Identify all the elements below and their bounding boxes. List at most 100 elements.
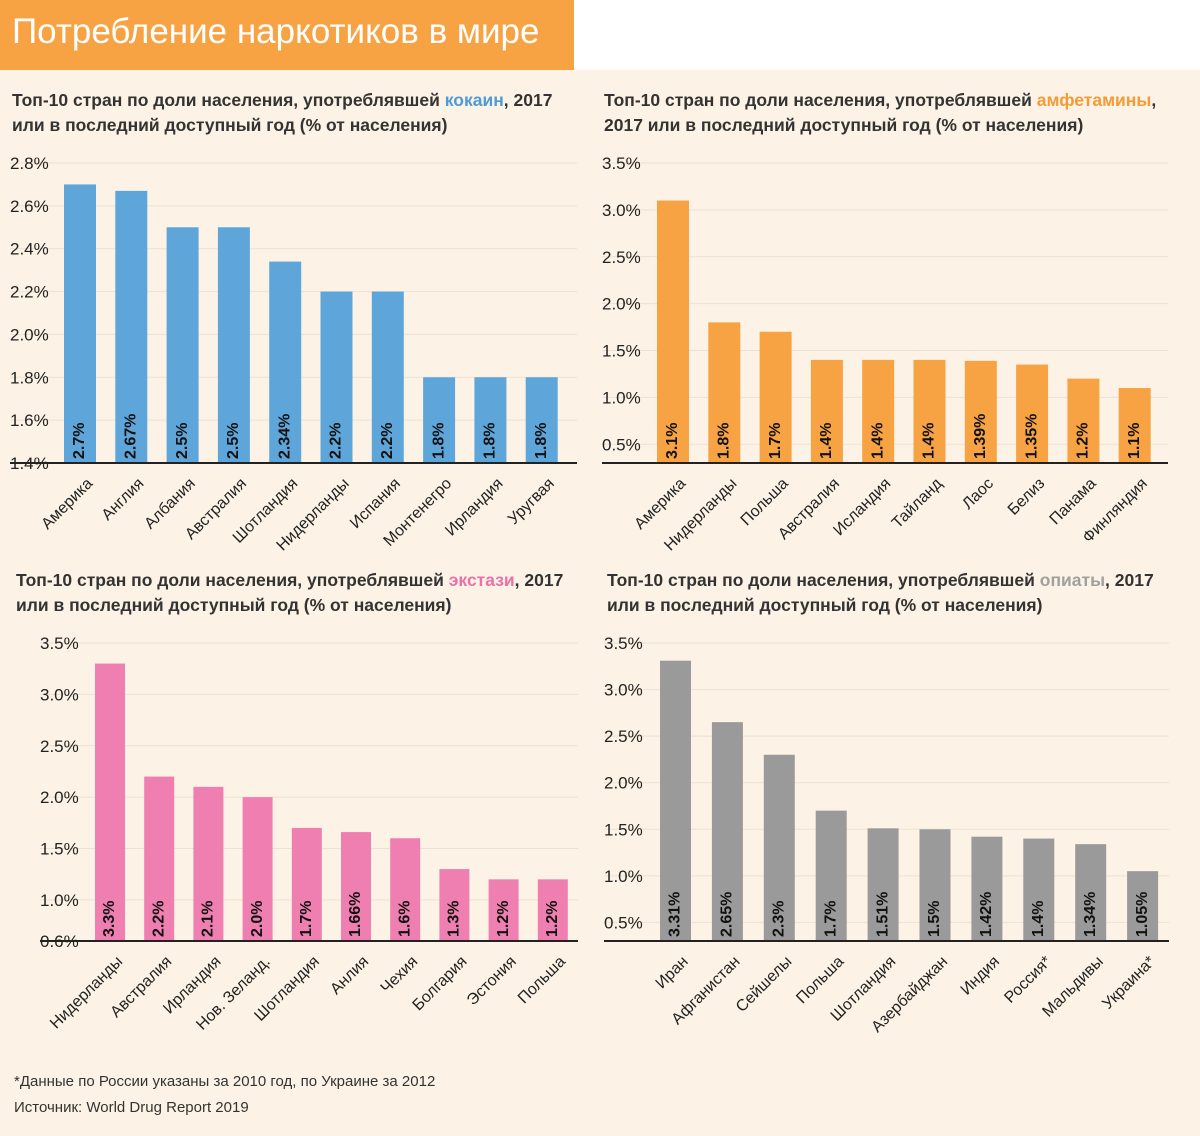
x-category-label: Нидерланды [47, 953, 126, 1032]
bar [708, 322, 741, 463]
y-tick-label: 3.5% [604, 634, 643, 653]
panel-title-prefix: Топ-10 стран по доли населения, употребл… [16, 570, 449, 590]
x-category-label: Эстония [464, 953, 520, 1009]
bar-value-label: 2.65% [719, 892, 736, 937]
bar [867, 828, 899, 941]
y-tick-label: 2.0% [602, 295, 641, 314]
bar [810, 359, 843, 463]
bar-value-label: 1.2% [1075, 423, 1092, 459]
bar [919, 829, 951, 941]
bar-value-label: 2.1% [200, 901, 217, 937]
bar-value-label: 1.1% [1126, 423, 1143, 459]
bar [815, 810, 847, 941]
x-category-label: Болгария [410, 953, 471, 1014]
panel-title-suffix: , [1151, 90, 1157, 110]
bar-value-label: 1.4% [921, 423, 938, 459]
x-category-label: Белиз [1005, 475, 1048, 518]
y-tick-label: 2.0% [40, 788, 79, 807]
bar-value-label: 1.7% [822, 901, 839, 937]
header-blank-area [574, 0, 1200, 70]
page-title: Потребление наркотиков в мире [12, 12, 540, 51]
bar-value-label: 1.4% [818, 423, 835, 459]
panel-title-cocaine: Топ-10 стран по доли населения, употребл… [12, 88, 552, 138]
bar-value-label: 1.5% [926, 901, 943, 937]
bar [964, 360, 997, 463]
x-category-label: Индия [958, 953, 1003, 998]
bar-value-label: 2.2% [150, 901, 167, 937]
panel-title-prefix: Топ-10 стран по доли населения, употребл… [604, 90, 1037, 110]
panel-title-suffix: , 2017 [514, 570, 564, 590]
bar-value-label: 3.3% [101, 901, 118, 937]
bar-value-label: 2.5% [174, 423, 191, 459]
bar [1075, 844, 1107, 941]
bar [1118, 388, 1151, 463]
bar-value-label: 1.8% [482, 423, 499, 459]
bar [144, 776, 175, 941]
panel-title-prefix: Топ-10 стран по доли населения, употребл… [12, 90, 445, 110]
bar [371, 291, 404, 463]
bar-value-label: 1.4% [1030, 901, 1047, 937]
title-banner: Потребление наркотиков в мире [0, 0, 574, 70]
y-tick-label: 2.5% [602, 248, 641, 267]
panel-title-opiates: Топ-10 стран по доли населения, употребл… [607, 568, 1154, 618]
bar-value-label: 2.3% [771, 901, 788, 937]
bar [913, 359, 946, 463]
x-category-label: Польша [793, 953, 847, 1007]
panel-keyword-ecstasy: экстази [448, 570, 515, 590]
bar [1016, 364, 1049, 463]
panel-title-ecstasy: Топ-10 стран по доли населения, употребл… [16, 568, 563, 618]
panel-keyword-opiates: опиаты [1039, 570, 1106, 590]
bar [320, 291, 353, 463]
bar-value-label: 2.2% [328, 423, 345, 459]
bar-value-label: 2.5% [225, 423, 242, 459]
y-tick-label: 1.8% [10, 368, 49, 387]
y-tick-label: 2.0% [10, 325, 49, 344]
y-tick-label: 2.2% [10, 283, 49, 302]
panel-title-suffix: , 2017 [1105, 570, 1154, 590]
bar-value-label: 1.7% [298, 901, 315, 937]
panel-title-line2: или в последний доступный год (% от насе… [12, 115, 448, 135]
bar-value-label: 1.8% [533, 423, 550, 459]
bar-value-label: 1.39% [972, 414, 989, 459]
x-category-label: Сейшелы [733, 953, 796, 1016]
x-category-label: Уругвая [505, 475, 558, 528]
bar [439, 869, 470, 941]
bar [660, 660, 691, 941]
bar [242, 797, 273, 941]
x-category-label: Россия* [1001, 953, 1055, 1007]
bar [115, 190, 148, 463]
x-category-label: Англия [99, 475, 148, 524]
bar [657, 200, 689, 463]
panel-title-amphetamines: Топ-10 стран по доли населения, употребл… [604, 88, 1156, 138]
bar [763, 754, 795, 941]
y-tick-label: 1.5% [602, 342, 641, 361]
y-tick-label: 3.5% [40, 634, 79, 653]
panel-keyword-amphetamines: амфетамины [1036, 90, 1152, 110]
bar [193, 786, 224, 941]
bar [488, 879, 519, 941]
x-category-label: Анлия [327, 953, 372, 998]
y-tick-label: 1.0% [40, 891, 79, 910]
bar-value-label: 1.35% [1023, 414, 1040, 459]
bar-value-label: 1.8% [430, 423, 447, 459]
bar-value-label: 1.4% [869, 423, 886, 459]
bar-value-label: 1.42% [978, 892, 995, 937]
y-tick-label: 3.0% [602, 201, 641, 220]
bar [1023, 838, 1055, 941]
bar-value-label: 1.34% [1082, 892, 1099, 937]
y-tick-label: 1.0% [602, 388, 641, 407]
x-category-label: Чехия [378, 953, 422, 997]
bar [1127, 871, 1159, 941]
bar-value-label: 1.05% [1134, 892, 1151, 937]
bar-value-label: 2.67% [123, 414, 140, 459]
y-tick-label: 1.5% [604, 820, 643, 839]
footnote: *Данные по России указаны за 2010 год, п… [14, 1073, 436, 1090]
y-tick-label: 1.5% [40, 840, 79, 859]
bar [95, 663, 125, 941]
y-tick-label: 2.5% [40, 737, 79, 756]
bar-value-label: 1.3% [446, 901, 463, 937]
bar [862, 359, 895, 463]
x-category-label: Лаос [959, 475, 997, 513]
bar [711, 722, 743, 941]
bar [1067, 378, 1100, 463]
